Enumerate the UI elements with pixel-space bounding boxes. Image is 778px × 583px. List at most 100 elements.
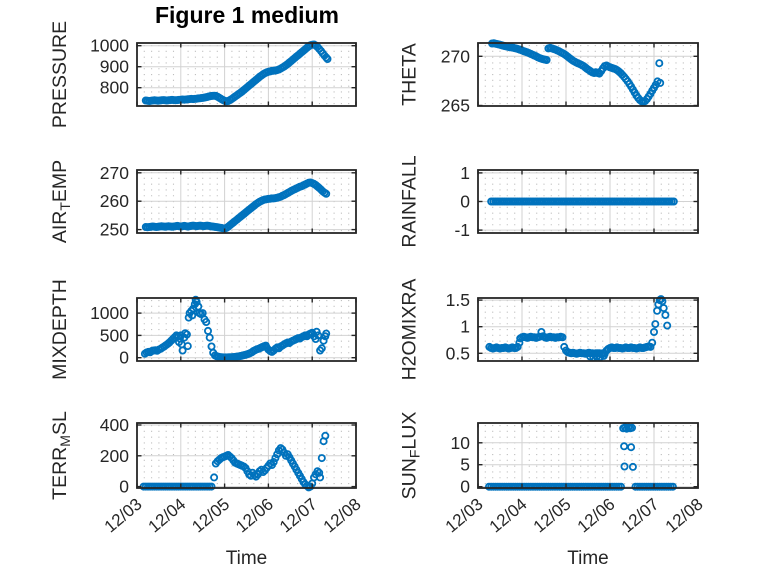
x-tick-label: 12/06: [232, 495, 277, 537]
y-tick-labels: 250 260 270: [100, 163, 129, 240]
tick-marks: [136, 423, 357, 488]
y-axis-label-text: H2OMIXRA: [399, 279, 421, 381]
data-point-marker: [661, 310, 670, 319]
data-point-marker: [319, 336, 328, 345]
minor-grid: [143, 45, 350, 105]
y-axis-label: TERRMSL: [49, 411, 73, 500]
axis-box: [136, 297, 357, 362]
y-tick-label: 1.5: [446, 290, 470, 310]
figure-title: Figure 1 medium: [154, 2, 340, 28]
y-axis-label-text: SUNFLUX: [399, 412, 423, 500]
x-tick-label: 12/06: [574, 495, 619, 537]
y-tick-label: 400: [100, 415, 129, 435]
data-point-marker: [271, 454, 280, 463]
y-tick-labels: 0 200 400: [100, 415, 129, 497]
minor-grid: [484, 45, 692, 105]
x-tick-label: 12/08: [662, 495, 707, 537]
data-point-marker: [322, 189, 331, 198]
data-point-marker: [321, 431, 330, 440]
data-point-marker: [269, 458, 278, 467]
data-point-marker: [656, 78, 665, 87]
y-axis-label: SUNFLUX: [399, 412, 423, 500]
y-tick-labels: 265 270: [441, 46, 470, 115]
data-point-marker: [628, 462, 637, 471]
data-point-marker: [210, 473, 219, 482]
x-tick-label: 12/03: [101, 495, 146, 537]
scatter-markers: [141, 40, 332, 106]
tick-marks: [136, 298, 357, 361]
x-tick-label: 12/07: [618, 495, 663, 537]
y-axis-label-text: MIXDEPTH: [49, 279, 71, 380]
x-axis-label-left: Time: [225, 548, 268, 569]
tick-marks: [136, 170, 357, 233]
data-point-marker: [317, 454, 326, 463]
data-point-marker: [655, 59, 664, 68]
y-tick-label: 1000: [90, 303, 129, 323]
y-tick-label: 500: [100, 325, 129, 345]
data-point-marker: [273, 450, 282, 459]
data-point-marker: [651, 320, 660, 329]
data-point-marker: [323, 54, 332, 63]
y-tick-label: 265: [441, 96, 470, 116]
x-tick-label: 12/04: [486, 495, 531, 537]
subplot-airtemp: 250 260 270 AIRTEMP: [49, 160, 357, 243]
y-tick-label: 0: [119, 348, 129, 368]
data-point-marker: [513, 342, 522, 351]
subplot-h2omixra: 0.5 1 1.5 H2OMIXRA: [399, 279, 699, 380]
y-axis-label: THETA: [399, 43, 421, 105]
y-tick-label: 5: [460, 455, 470, 475]
y-tick-label: 270: [100, 163, 129, 183]
data-point-marker: [537, 328, 546, 337]
data-point-marker: [205, 333, 214, 342]
y-axis-label-text: AIRTEMP: [49, 160, 73, 243]
y-tick-label: 0: [460, 192, 470, 212]
axis-box: [136, 42, 357, 107]
y-axis-label: RAINFALL: [399, 155, 421, 247]
tick-marks: [477, 423, 699, 488]
y-tick-labels: -1 0 1: [454, 163, 470, 240]
data-point-marker: [542, 55, 551, 64]
data-point-marker: [313, 467, 322, 476]
axis-box: [477, 42, 699, 107]
data-point-marker: [182, 330, 191, 339]
scatter-markers: [485, 295, 672, 362]
data-point-marker: [202, 318, 211, 327]
data-point-marker: [669, 197, 678, 206]
minor-grid: [484, 425, 692, 487]
axis-box: [477, 297, 699, 362]
y-tick-label: 1: [460, 317, 470, 337]
data-point-marker: [649, 328, 658, 337]
x-tick-label: 12/05: [530, 495, 575, 537]
data-point-marker: [314, 331, 323, 340]
y-tick-label: 0.5: [446, 343, 470, 363]
data-point-marker: [627, 443, 636, 452]
data-point-marker: [183, 342, 192, 351]
subplot-rainfall: -1 0 1 RAINFALL: [399, 155, 699, 248]
y-tick-label: 900: [100, 57, 129, 77]
scatter-markers: [487, 197, 678, 206]
y-tick-labels: 0.5 1 1.5: [446, 290, 470, 363]
y-axis-label: MIXDEPTH: [49, 279, 71, 380]
y-tick-label: -1: [454, 220, 470, 240]
data-point-marker: [620, 442, 629, 451]
y-axis-label-text: THETA: [399, 43, 421, 105]
x-tick-label: 12/08: [320, 495, 365, 537]
scatter-markers: [488, 39, 665, 107]
data-point-marker: [203, 326, 212, 335]
minor-grid: [143, 300, 350, 360]
data-point-marker: [315, 468, 324, 477]
data-point-marker: [178, 346, 187, 355]
data-point-marker: [317, 344, 326, 353]
axis-box: [477, 422, 699, 489]
x-tick-label: 12/03: [442, 495, 487, 537]
data-point-marker: [659, 304, 668, 313]
